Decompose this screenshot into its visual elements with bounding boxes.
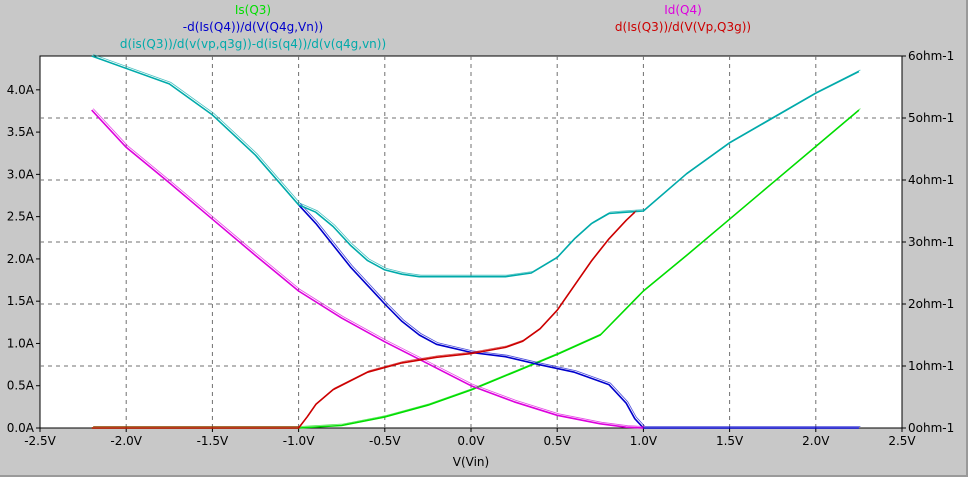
right-tick-label: 1ohm-1 — [908, 359, 954, 373]
legend-entry-0: Is(Q3) — [235, 3, 271, 17]
legend: Is(Q3) -d(Is(Q4))/d(V(Q4g,Vn)) d(is(Q3))/d… — [120, 3, 751, 51]
x-tick-label: 0.0V — [457, 434, 485, 448]
x-tick-label: 2.5V — [888, 434, 916, 448]
x-tick-label: -2.0V — [110, 434, 142, 448]
left-tick-label: 4.0A — [7, 83, 35, 97]
x-tick-label: -0.5V — [369, 434, 401, 448]
x-tick-label: -1.0V — [283, 434, 315, 448]
x-tick-label: 1.5V — [716, 434, 744, 448]
x-tick-label: -1.5V — [197, 434, 229, 448]
legend-entry-1: -d(Is(Q4))/d(V(Q4g,Vn)) — [183, 20, 323, 34]
series-trace-2 — [93, 54, 861, 276]
grid-lines — [40, 56, 902, 428]
series-trace-4 — [93, 210, 637, 427]
series-trace-3 — [92, 108, 645, 427]
legend-entry-4: d(Is(Q3))/d(V(Vp,Q3g)) — [615, 20, 751, 34]
x-axis-label: V(Vin) — [453, 455, 489, 469]
x-tick-label: 0.5V — [544, 434, 572, 448]
left-tick-label: 2.0A — [7, 252, 35, 266]
left-tick-label: 3.0A — [7, 167, 35, 181]
right-tick-label: 6ohm-1 — [908, 49, 954, 63]
right-tick-labels: 0ohm-1 1ohm-1 2ohm-1 3ohm-1 4ohm-1 5ohm-1 6ohm… — [902, 49, 954, 435]
series-trace-0 — [93, 108, 861, 427]
right-tick-label: 3ohm-1 — [908, 235, 954, 249]
left-tick-label: 3.5A — [7, 125, 35, 139]
right-tick-label: 4ohm-1 — [908, 173, 954, 187]
x-tick-label: 1.0V — [630, 434, 658, 448]
left-tick-label: 0.5A — [7, 379, 35, 393]
x-tick-label: 2.0V — [802, 434, 830, 448]
series-group — [91, 54, 861, 429]
right-tick-label: 2ohm-1 — [908, 297, 954, 311]
series-line-1 — [298, 204, 859, 429]
legend-entry-2: d(is(Q3))/d(v(vp,q3g))-d(is(q4))/d(v(q4g… — [120, 37, 386, 51]
right-tick-label: 0ohm-1 — [908, 421, 954, 435]
right-tick-label: 5ohm-1 — [908, 111, 954, 125]
left-tick-label: 2.5A — [7, 210, 35, 224]
left-tick-label: 1.0A — [7, 336, 35, 350]
x-tick-label: -2.5V — [24, 434, 56, 448]
x-tick-labels: -2.5V -2.0V -1.5V -1.0V -0.5V 0.0V 0.5V 1.0V 1.5… — [24, 428, 916, 448]
left-tick-label: 1.5A — [7, 294, 35, 308]
series-line-3 — [91, 109, 644, 429]
legend-entry-3: Id(Q4) — [664, 3, 702, 17]
series-trace-1 — [299, 203, 861, 427]
left-tick-labels: 0.0A 0.5A 1.0A 1.5A 2.0A 2.5A 3.0A 3.5A 4.0A — [7, 83, 40, 435]
left-tick-label: 0.0A — [7, 421, 35, 435]
